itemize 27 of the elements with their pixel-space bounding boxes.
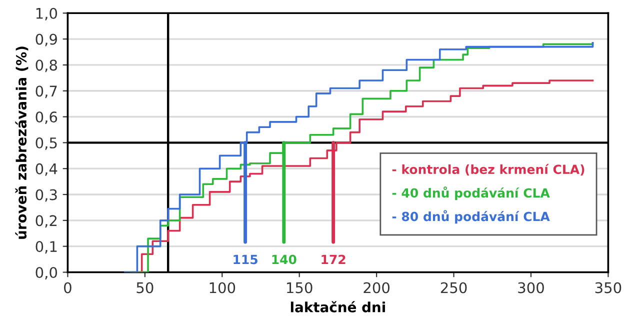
- y-tick-label: 0,6: [36, 111, 58, 124]
- text: - kontrola (bez krmení CLA): [392, 164, 584, 176]
- text: - 80 dnů podávání CLA: [392, 210, 550, 224]
- y-axis-title: úroveň zabrezávania (%): [15, 46, 28, 239]
- y-tick-label: 0,2: [36, 215, 57, 228]
- y-tick-label: 0,0: [36, 266, 58, 280]
- x-tick-label: 250: [440, 282, 467, 294]
- x-tick-label: 50: [136, 282, 154, 294]
- y-tick-label: 0,7: [36, 86, 57, 98]
- x-tick-label: 300: [518, 282, 544, 294]
- x-tick-label: 100: [210, 282, 236, 294]
- y-tick-label: 0,1: [36, 241, 57, 254]
- x-tick-label: 0: [64, 282, 72, 294]
- y-tick-label: 0,3: [36, 189, 57, 202]
- x-tick-label: 150: [287, 282, 312, 294]
- y-tick-label: 0,8: [36, 60, 57, 72]
- y-tick-label: 0,5: [36, 137, 57, 150]
- x-tick-label: 200: [364, 282, 390, 294]
- x-axis-title: laktačné dni: [290, 301, 385, 312]
- annotation: 172: [322, 254, 346, 264]
- x-tick-label: 350: [595, 282, 622, 294]
- y-tick-label: 0,4: [36, 163, 58, 176]
- y-tick-label: 1,0: [36, 8, 58, 20]
- text: - 40 dnů podávání CLA: [392, 186, 550, 200]
- annotation: 115: [234, 254, 258, 264]
- annotation: 140: [272, 254, 296, 264]
- y-tick-label: 0,9: [36, 34, 57, 46]
